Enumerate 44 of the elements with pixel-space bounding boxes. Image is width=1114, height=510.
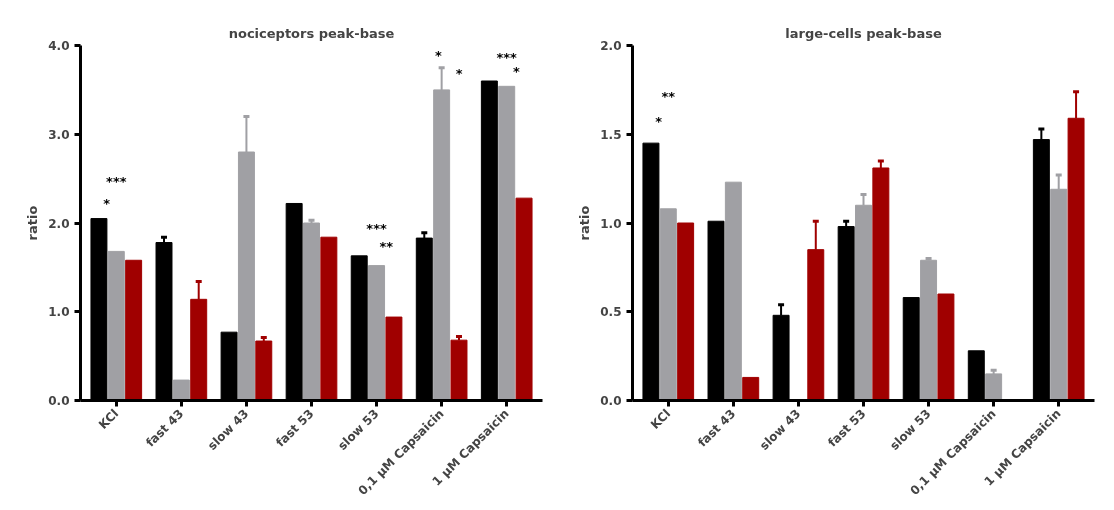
y-tick-label: 1.5 bbox=[600, 127, 622, 142]
annotation: ** bbox=[661, 89, 676, 105]
chart-title: nociceptors peak-base bbox=[228, 25, 395, 41]
y-tick-label: 0.0 bbox=[600, 394, 622, 408]
bar bbox=[385, 316, 403, 401]
bar bbox=[368, 265, 386, 401]
bar bbox=[985, 373, 1003, 401]
y-tick-label: 2.0 bbox=[600, 39, 622, 53]
y-axis-title: ratio bbox=[577, 205, 593, 241]
y-tick-label: 3.0 bbox=[48, 127, 70, 142]
y-tick-label: 0.5 bbox=[600, 305, 622, 320]
annotation: * bbox=[103, 195, 111, 211]
bar bbox=[320, 236, 338, 401]
bar bbox=[450, 339, 468, 401]
bar bbox=[125, 259, 143, 401]
bar bbox=[724, 181, 742, 401]
annotation: *** bbox=[106, 174, 127, 190]
bar bbox=[515, 197, 533, 401]
y-tick-label: 1.0 bbox=[600, 216, 622, 231]
annotation: ** bbox=[379, 239, 394, 255]
annotation: * bbox=[513, 64, 521, 80]
annotation: *** bbox=[366, 221, 387, 237]
annotation: * bbox=[455, 66, 463, 81]
bar bbox=[920, 259, 938, 401]
chart-title: large-cells peak-base bbox=[785, 25, 942, 41]
bar bbox=[172, 379, 190, 401]
x-tick-label: KCl bbox=[96, 406, 122, 432]
y-tick-label: 4.0 bbox=[48, 39, 70, 53]
annotation: * bbox=[655, 113, 663, 129]
y-tick-label: 1.0 bbox=[48, 305, 70, 320]
bar bbox=[659, 208, 677, 401]
bar bbox=[107, 250, 125, 401]
annotation: *** bbox=[496, 50, 518, 66]
x-tick-label: KCl bbox=[648, 406, 674, 432]
annotation: * bbox=[434, 48, 442, 64]
bar bbox=[937, 293, 955, 401]
bar bbox=[303, 222, 320, 401]
y-tick-label: 0.0 bbox=[48, 394, 70, 408]
bar bbox=[498, 85, 516, 401]
bar bbox=[742, 376, 760, 401]
y-axis-title: ratio bbox=[25, 205, 41, 241]
bar bbox=[677, 222, 695, 401]
bar bbox=[255, 340, 273, 401]
y-tick-label: 2.0 bbox=[48, 216, 70, 231]
